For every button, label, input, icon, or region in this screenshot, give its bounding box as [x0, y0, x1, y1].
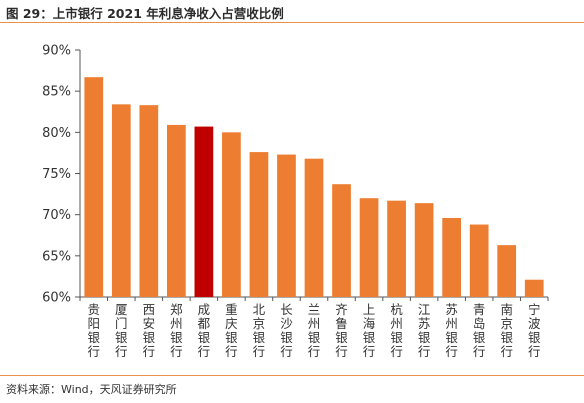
y-tick-label: 80%: [42, 126, 71, 141]
bar-13: [414, 203, 434, 297]
category-label: 西安银行: [143, 302, 156, 359]
source-note: 资料来源：Wind，天风证券研究所: [6, 383, 177, 396]
top-rule: [0, 22, 584, 23]
bar-9: [304, 158, 324, 297]
y-tick-label: 65%: [42, 249, 71, 264]
category-label: 青岛银行: [473, 302, 486, 359]
category-label: 兰州银行: [308, 302, 321, 359]
category-label: 江苏银行: [418, 302, 431, 359]
bar-7: [249, 152, 269, 297]
bar-8: [277, 154, 296, 297]
bar-14: [442, 217, 462, 297]
category-label: 长沙银行: [280, 302, 293, 359]
bar-17: [524, 279, 544, 297]
y-tick-label: 85%: [42, 85, 71, 100]
category-label: 贵阳银行: [88, 302, 101, 359]
category-label: 宁波银行: [528, 302, 541, 359]
category-label: 厦门银行: [115, 302, 128, 359]
y-tick-label: 90%: [42, 44, 71, 59]
y-tick-label: 75%: [42, 167, 71, 182]
bar-16: [497, 245, 517, 297]
bar-11: [359, 198, 379, 297]
category-label: 苏州银行: [445, 302, 458, 359]
bar-10: [332, 184, 351, 297]
y-tick-label: 70%: [42, 208, 71, 223]
category-label: 重庆银行: [225, 302, 238, 359]
figure-title: 图 29：上市银行 2021 年利息净收入占营收比例: [6, 6, 284, 21]
bar-series: [84, 77, 544, 297]
category-label: 杭州银行: [390, 302, 403, 359]
category-labels: 贵阳银行 厦门银行 西安银行 郑州银行 成都银行 重庆银行 北京银行 长沙银行 兰州银行 齐鲁银行…: [79, 297, 549, 359]
bar-4: [166, 124, 186, 297]
bar-1: [84, 77, 104, 297]
category-label: 上海银行: [363, 302, 376, 359]
bar-6: [222, 132, 241, 297]
bar-12: [387, 200, 406, 297]
category-label: 郑州银行: [170, 302, 183, 359]
category-label: 成都银行: [198, 302, 211, 359]
bar-3: [139, 105, 159, 297]
category-label: 北京银行: [253, 302, 266, 359]
bar-15: [469, 224, 489, 297]
bar-2: [111, 104, 131, 297]
y-axis: 60% 65% 70% 75% 80% 85% 90%: [42, 44, 548, 306]
category-label: 南京银行: [500, 302, 513, 359]
category-label: 齐鲁银行: [335, 302, 348, 359]
bar-5: [194, 126, 214, 297]
y-tick-label: 60%: [42, 291, 71, 306]
bottom-rule: [0, 375, 584, 376]
